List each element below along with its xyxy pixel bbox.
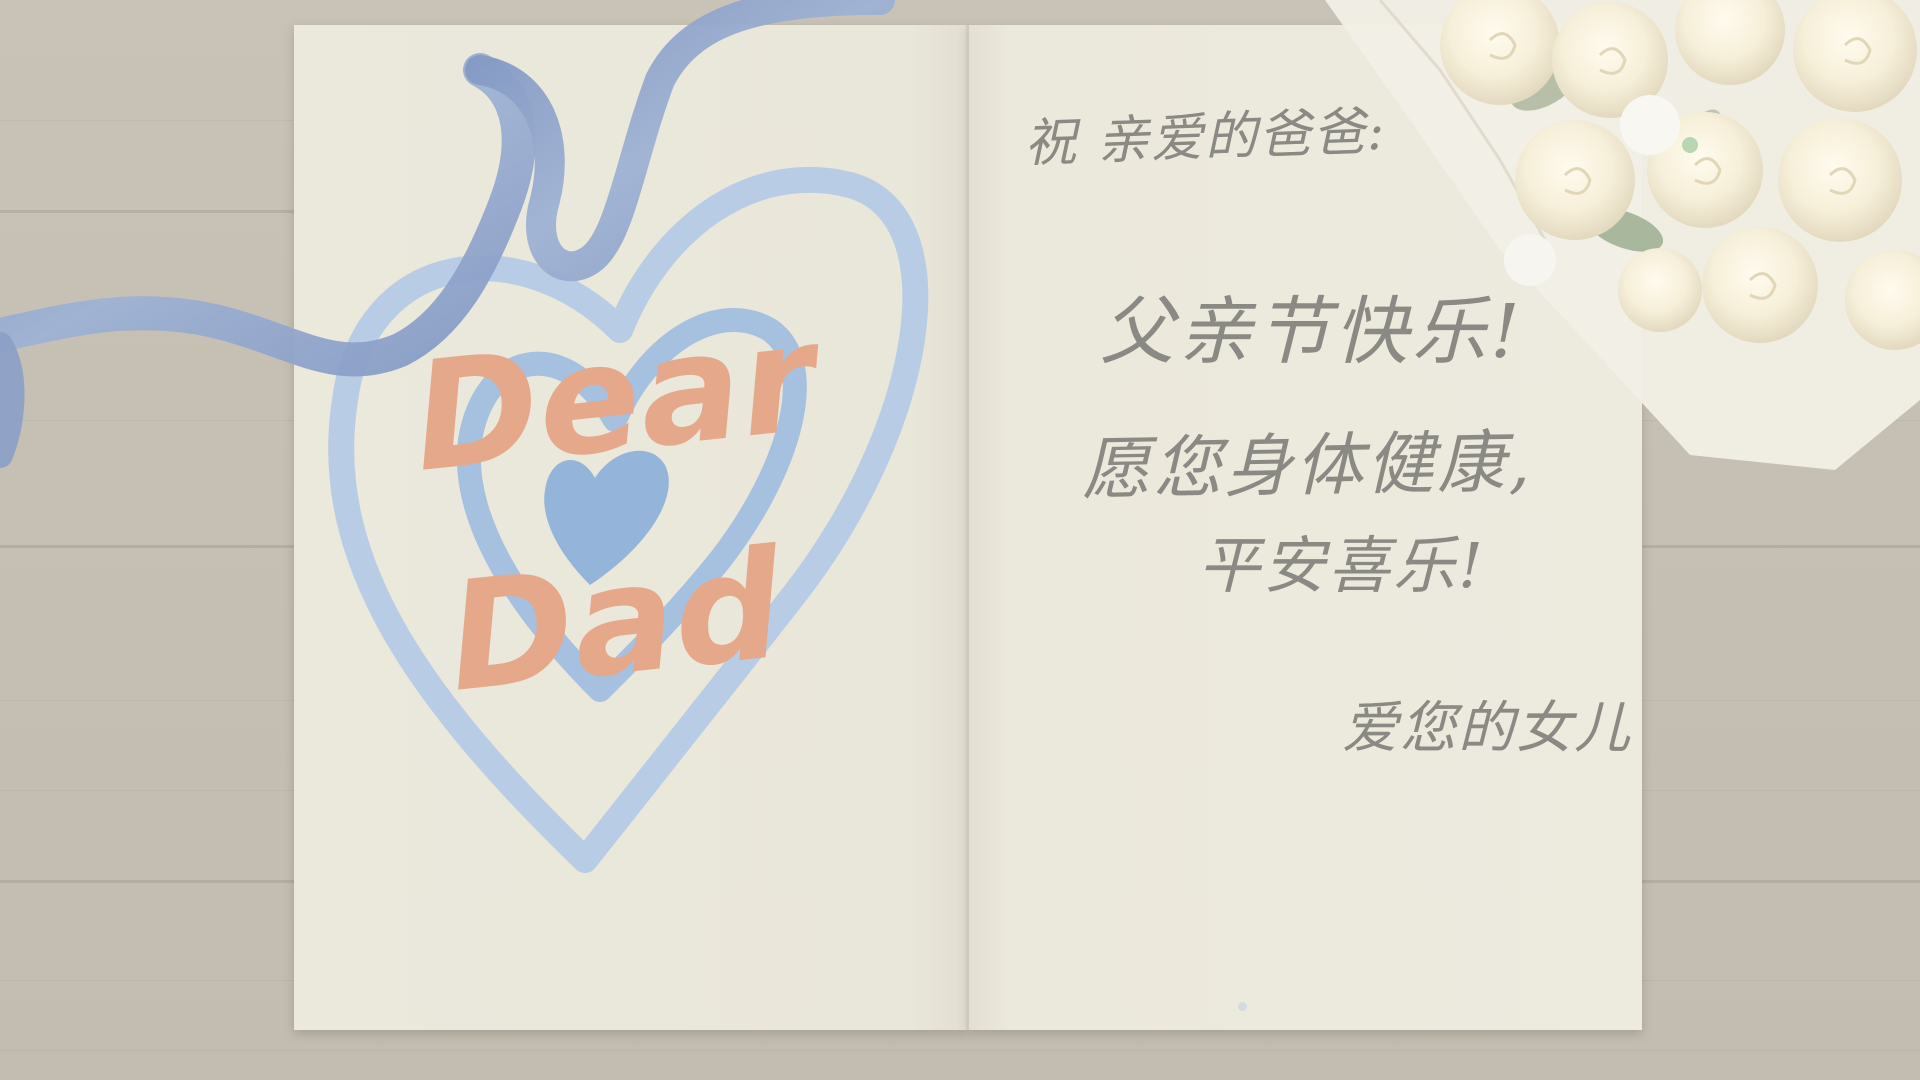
card-greeting: 祝 亲爱的爸爸: bbox=[1023, 101, 1388, 175]
card-dot-mark bbox=[1238, 1002, 1247, 1011]
heart-icon bbox=[328, 167, 929, 873]
rose bbox=[1552, 2, 1668, 118]
rose bbox=[1845, 250, 1920, 350]
card-wish-line-3: 平安喜乐! bbox=[1198, 529, 1486, 602]
card-signature: 爱您的女儿 bbox=[1342, 696, 1632, 761]
card-wish-line-1: 父亲节快乐! bbox=[1100, 289, 1524, 375]
rose bbox=[1778, 118, 1902, 242]
rose bbox=[1647, 112, 1763, 228]
card-wish-line-2: 愿您身体健康, bbox=[1081, 423, 1534, 510]
rose bbox=[1793, 0, 1917, 112]
carnation bbox=[1620, 95, 1680, 155]
ribbon-icon bbox=[0, 0, 895, 468]
flower-bud bbox=[1682, 137, 1698, 153]
card-title-dad: Dad bbox=[441, 518, 792, 726]
rose bbox=[1440, 0, 1560, 105]
rose bbox=[1515, 120, 1635, 240]
wood-grain bbox=[0, 1050, 1920, 1051]
rose bbox=[1675, 0, 1785, 85]
carnation bbox=[1504, 234, 1556, 286]
rose bbox=[1618, 248, 1702, 332]
rose bbox=[1702, 227, 1818, 343]
card-fold-line bbox=[966, 25, 969, 1030]
card-title-dear: Dear bbox=[406, 290, 831, 506]
rose-bouquet-icon bbox=[1325, 0, 1920, 470]
